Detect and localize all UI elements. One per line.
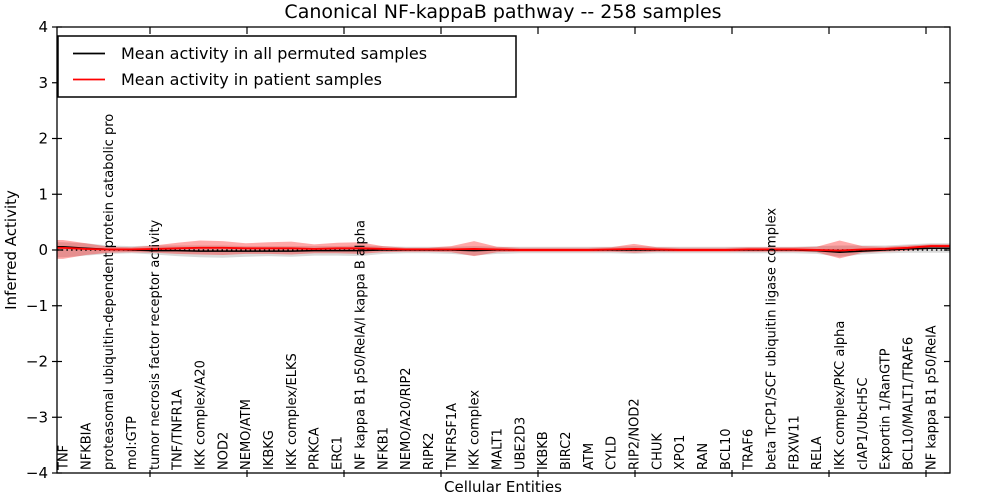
x-tick-label: NEMO/A20/RIP2 [399,367,414,470]
x-tick-label: TRAF6 [742,429,757,471]
legend-label-patient: Mean activity in patient samples [121,70,382,89]
legend: Mean activity in all permuted samples Me… [57,35,517,98]
x-tick-label: NOD2 [216,432,231,470]
x-tick-label: BCL10 [719,428,734,470]
x-tick-label: NFKBIA [79,423,94,470]
x-tick-label: RAN [696,443,711,470]
x-tick-label: TNFRSF1A [445,403,460,471]
x-tick-label: mol:GTP [125,416,140,470]
legend-label-permuted: Mean activity in all permuted samples [121,44,427,63]
plot-border [56,26,951,474]
plot-area: 4 3 2 1 0 −1 −2 −3 −4 TNF NFKBIA proteasomal ubiqui… [26,18,950,482]
x-tick-label: BIRC2 [559,432,574,471]
x-tick-label: IKK complex/ELKS [285,353,300,470]
x-tick-label: NFKB1 [376,427,391,470]
x-tick-label: PRKCA [308,427,323,470]
x-tick-label: TNF/TNFR1A [171,389,186,471]
x-tick-label: ERC1 [331,436,346,470]
x-tick-label: NF kappa B1 p50/RelA/I kappa B alpha [353,220,368,470]
x-tick-label: TNF [57,445,72,471]
y-tick-label: 0 [38,241,48,259]
x-tick-label: ATM [582,443,597,470]
chart-title: Canonical NF-kappaB pathway -- 258 sampl… [284,1,721,23]
patient-mean-line [57,245,950,252]
x-tick-label: IKK complex/PKC alpha [833,321,848,470]
x-tick-label: IKK complex/A20 [194,360,209,470]
x-tick-label: RIP2/NOD2 [628,398,643,470]
x-tick-label: beta TrCP1/SCF ubiquitin ligase complex [765,208,780,470]
x-tick-label: proteasomal ubiquitin-dependent protein … [102,114,117,470]
x-tick-label: Exportin 1/RanGTP [879,348,894,470]
x-tick-label: RELA [810,436,825,470]
x-tick-label: CYLD [605,436,620,470]
x-tick-label: MALT1 [490,428,505,470]
x-tick-label: CHUK [650,433,665,470]
y-tick-label: 2 [38,130,48,148]
x-tick-label: UBE2D3 [513,417,528,470]
y-tick-label: −3 [26,408,48,426]
x-tick-label: FBXW11 [787,415,802,470]
y-tick-label: −4 [26,464,48,482]
x-tick-label: NF kappa B1 p50/RelA [924,325,939,470]
x-tick-label: IKK complex [468,390,483,470]
y-tick-label: 1 [38,185,48,203]
x-tick-label: IKBKG [262,430,277,470]
y-tick-label: 4 [38,18,48,36]
x-tick-label: NEMO/ATM [239,399,254,470]
x-tick-label: BCL10/MALT1/TRAF6 [902,337,917,470]
x-tick-label: tumor necrosis factor receptor activity [148,219,163,470]
y-tick-label: −1 [26,297,48,315]
x-tick-label: IKBKB [536,431,551,470]
y-axis-label: Inferred Activity [2,190,20,310]
legend-box [57,35,517,98]
y-tick-label: −2 [26,353,48,371]
y-tick-label: 3 [38,74,48,92]
x-axis-label: Cellular Entities [444,478,562,496]
x-tick-label: RIPK2 [422,432,437,470]
x-tick-label: cIAP1/UbcH5C [856,378,871,470]
x-tick-label: XPO1 [673,435,688,470]
